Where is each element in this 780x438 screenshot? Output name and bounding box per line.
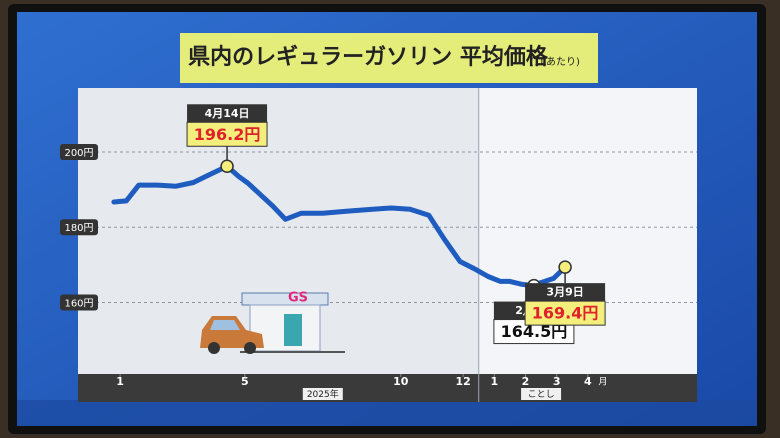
- callout-date: 4月14日: [205, 107, 250, 120]
- x-tick-label: 1: [116, 375, 124, 388]
- point-marker: [558, 260, 572, 274]
- title-box: [180, 33, 598, 83]
- x-tick-label: 10: [393, 375, 409, 388]
- callout-value: 164.5円: [501, 322, 568, 341]
- callout-value-box: [524, 300, 606, 326]
- car-wheel: [208, 342, 220, 354]
- price-line: [111, 163, 568, 289]
- callout-date-box: [187, 104, 268, 123]
- footer-band: [17, 400, 757, 426]
- car-wheel: [244, 342, 256, 354]
- y-tick-label: 160円: [64, 299, 93, 310]
- callout-date: 3月9日: [546, 286, 583, 299]
- y-tick-box: [60, 294, 98, 311]
- x-axis-band: [78, 374, 697, 402]
- car-window: [210, 320, 240, 330]
- y-tick-label: 180円: [64, 223, 93, 234]
- point-marker: [220, 159, 234, 174]
- y-tick-box: [60, 143, 98, 160]
- chart-title: 県内のレギュラーガソリン 平均価格: [188, 44, 549, 70]
- x-tick-label: 1: [490, 375, 498, 388]
- station-sign: GS: [288, 291, 308, 306]
- chart-subtitle: (1Lあたり): [530, 56, 580, 68]
- y-tick-label: 200円: [64, 148, 93, 159]
- x-tick-label: 12: [455, 375, 470, 388]
- callout-value: 169.4円: [532, 304, 599, 323]
- x-tick-label: 4: [584, 375, 592, 388]
- x-group-label: ことし: [528, 389, 555, 400]
- callout-value: 196.2円: [194, 125, 261, 144]
- x-tick-label: 2: [522, 375, 530, 388]
- callout-date-box: [525, 283, 606, 302]
- x-tick-label: 3: [553, 375, 561, 388]
- x-axis-unit: 月: [598, 377, 607, 388]
- callout-value-box: [186, 121, 268, 147]
- x-group-box: [302, 388, 343, 400]
- gas-station-illustration: [200, 292, 345, 354]
- x-group-label: 2025年: [307, 388, 339, 400]
- y-tick-box: [60, 219, 98, 236]
- x-tick-label: 5: [241, 375, 249, 388]
- station-roof: [241, 292, 329, 306]
- x-group-box: [521, 388, 562, 400]
- pump: [284, 314, 302, 346]
